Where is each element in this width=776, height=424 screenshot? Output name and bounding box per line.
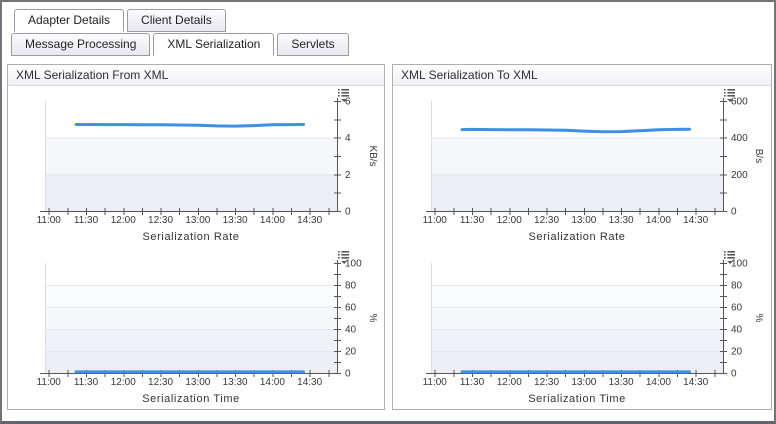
svg-text:12:30: 12:30 [148, 377, 173, 388]
chart-title: Serialization Time [142, 393, 240, 405]
svg-text:12:00: 12:00 [111, 377, 136, 388]
tab-client-details[interactable]: Client Details [127, 9, 226, 32]
svg-text:13:00: 13:00 [571, 215, 596, 226]
chart-canvas-to-xml-rate: 11:00 11:30 12:00 12:30 13:00 13:30 14:00 14:30… [423, 89, 764, 243]
chart-canvas-to-xml-time: 11:00 11:30 12:00 12:30 13:00 13:30 14:00 14:30… [423, 251, 764, 405]
svg-text:100: 100 [731, 259, 748, 270]
chart-title: Serialization Time [528, 393, 626, 405]
svg-text:12:30: 12:30 [148, 215, 173, 226]
svg-text:0: 0 [345, 369, 351, 380]
svg-text:13:30: 13:30 [609, 377, 634, 388]
tab-bar-secondary: Message Processing XML Serialization Ser… [11, 33, 349, 56]
svg-text:13:00: 13:00 [185, 377, 210, 388]
y-axis-label: % [367, 314, 378, 323]
svg-text:80: 80 [345, 281, 357, 292]
svg-text:100: 100 [345, 259, 362, 270]
series-line [460, 127, 691, 134]
panel-serialization-from-xml: XML Serialization From XML 11:00 11:30 12:… [7, 64, 385, 410]
svg-text:400: 400 [731, 133, 748, 144]
svg-text:13:00: 13:00 [185, 215, 210, 226]
panel-body: 11:00 11:30 12:00 12:30 13:00 13:30 14:00 14:30… [393, 86, 771, 410]
svg-text:0: 0 [731, 369, 737, 380]
svg-text:60: 60 [345, 303, 357, 314]
panel-serialization-to-xml: XML Serialization To XML 11:00 11:30 12:00… [392, 64, 772, 410]
series-line [74, 123, 305, 128]
svg-text:14:00: 14:00 [260, 215, 285, 226]
svg-text:12:00: 12:00 [111, 215, 136, 226]
svg-text:13:00: 13:00 [571, 377, 596, 388]
legend-menu-icon[interactable] [338, 251, 349, 264]
tab-adapter-details[interactable]: Adapter Details [14, 9, 125, 32]
svg-text:6: 6 [345, 97, 351, 108]
svg-text:14:00: 14:00 [260, 377, 285, 388]
svg-text:13:30: 13:30 [223, 377, 248, 388]
svg-text:14:30: 14:30 [683, 215, 708, 226]
y-axis-label: % [753, 314, 764, 323]
svg-text:14:00: 14:00 [646, 215, 671, 226]
y-axis-label: KB/s [367, 145, 378, 166]
svg-text:11:30: 11:30 [460, 215, 485, 226]
svg-text:4: 4 [345, 133, 351, 144]
chart-from-xml-rate: 11:00 11:30 12:00 12:30 13:00 13:30 14:00 14:30… [9, 86, 383, 246]
svg-text:14:30: 14:30 [683, 377, 708, 388]
svg-text:12:00: 12:00 [497, 215, 522, 226]
legend-menu-icon[interactable] [724, 251, 735, 264]
tab-servlets[interactable]: Servlets [277, 33, 349, 56]
svg-text:13:30: 13:30 [609, 215, 634, 226]
tab-message-processing[interactable]: Message Processing [11, 33, 151, 56]
legend-menu-icon[interactable] [338, 89, 349, 102]
chart-to-xml-time: 11:00 11:30 12:00 12:30 13:00 13:30 14:00 14:30… [395, 248, 769, 408]
svg-text:11:00: 11:00 [37, 215, 62, 226]
svg-text:20: 20 [731, 347, 743, 358]
svg-text:12:30: 12:30 [534, 215, 559, 226]
panel-body: 11:00 11:30 12:00 12:30 13:00 13:30 14:00 14:30… [8, 86, 384, 410]
chart-to-xml-rate: 11:00 11:30 12:00 12:30 13:00 13:30 14:00 14:30… [395, 86, 769, 246]
svg-text:40: 40 [345, 325, 357, 336]
svg-text:12:00: 12:00 [497, 377, 522, 388]
chart-canvas-from-xml-time: 11:00 11:30 12:00 12:30 13:00 13:30 14:00 14:30… [37, 251, 378, 405]
chart-title: Serialization Rate [528, 231, 625, 243]
chart-canvas-from-xml-rate: 11:00 11:30 12:00 12:30 13:00 13:30 14:00 14:30… [37, 89, 378, 243]
svg-text:11:30: 11:30 [74, 215, 99, 226]
panel-title: XML Serialization From XML [8, 65, 384, 86]
svg-text:11:00: 11:00 [423, 377, 448, 388]
panel-title: XML Serialization To XML [393, 65, 771, 86]
svg-text:11:30: 11:30 [460, 377, 485, 388]
svg-text:40: 40 [731, 325, 743, 336]
svg-text:11:00: 11:00 [37, 377, 62, 388]
svg-text:14:30: 14:30 [297, 377, 322, 388]
svg-text:2: 2 [345, 170, 351, 181]
svg-text:600: 600 [731, 97, 748, 108]
svg-text:60: 60 [731, 303, 743, 314]
svg-text:14:30: 14:30 [297, 215, 322, 226]
svg-text:200: 200 [731, 170, 748, 181]
tab-bar-primary: Adapter Details Client Details [14, 9, 226, 32]
svg-text:11:00: 11:00 [423, 215, 448, 226]
tab-xml-serialization[interactable]: XML Serialization [153, 33, 275, 56]
svg-text:0: 0 [731, 207, 737, 218]
y-axis-label: B/s [753, 149, 764, 163]
chart-title: Serialization Rate [142, 231, 239, 243]
svg-text:0: 0 [345, 207, 351, 218]
svg-text:11:30: 11:30 [74, 377, 99, 388]
svg-text:80: 80 [731, 281, 743, 292]
svg-text:20: 20 [345, 347, 357, 358]
svg-text:12:30: 12:30 [534, 377, 559, 388]
chart-from-xml-time: 11:00 11:30 12:00 12:30 13:00 13:30 14:00 14:30… [9, 248, 383, 408]
svg-text:13:30: 13:30 [223, 215, 248, 226]
legend-menu-icon[interactable] [724, 89, 735, 102]
svg-text:14:00: 14:00 [646, 377, 671, 388]
